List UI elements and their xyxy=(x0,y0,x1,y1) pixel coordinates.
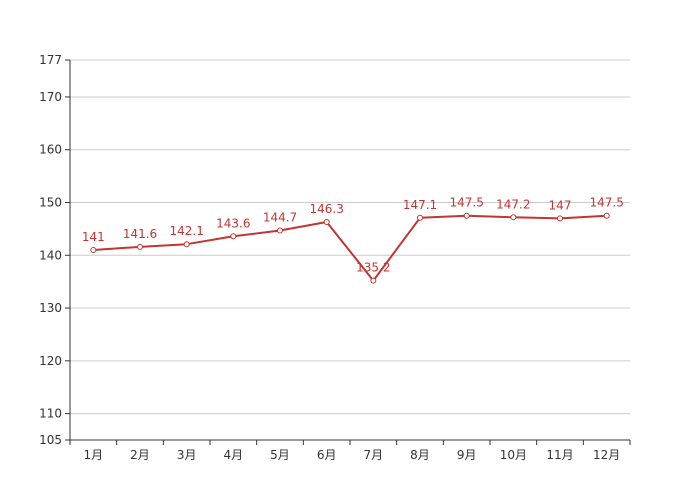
y-tick-label: 170 xyxy=(39,90,62,104)
y-tick-label: 160 xyxy=(39,143,62,157)
x-tick-label: 10月 xyxy=(500,448,527,462)
data-label: 144.7 xyxy=(263,210,297,224)
data-point xyxy=(510,214,517,221)
data-label: 147 xyxy=(549,198,572,212)
x-tick-label: 7月 xyxy=(364,448,384,462)
data-point xyxy=(277,227,283,234)
y-tick-label: 120 xyxy=(39,354,62,368)
y-tick-label: 140 xyxy=(39,248,62,262)
x-tick-label: 4月 xyxy=(224,448,244,462)
x-tick-label: 12月 xyxy=(593,448,620,462)
data-label: 143.6 xyxy=(216,216,250,230)
x-tick-label: 6月 xyxy=(317,448,337,462)
x-tick-label: 8月 xyxy=(410,448,430,462)
data-point xyxy=(603,212,610,219)
data-label: 141 xyxy=(82,230,105,244)
y-tick-label: 105 xyxy=(39,433,62,447)
data-point xyxy=(557,215,563,222)
data-label: 142.1 xyxy=(169,224,203,238)
data-label: 147.2 xyxy=(496,197,530,211)
data-label: 135.2 xyxy=(356,261,390,275)
data-label: 141.6 xyxy=(123,227,157,241)
data-point xyxy=(370,277,377,284)
data-point xyxy=(90,247,97,253)
data-point xyxy=(183,241,190,248)
x-tick-label: 11月 xyxy=(546,448,573,462)
data-label: 147.1 xyxy=(403,198,437,212)
x-tick-label: 9月 xyxy=(457,448,477,462)
y-tick-label: 177 xyxy=(39,53,62,67)
y-tick-label: 110 xyxy=(39,407,62,421)
series-line xyxy=(93,214,607,282)
x-tick-label: 1月 xyxy=(84,448,104,462)
data-point xyxy=(230,233,237,240)
x-tick-label: 3月 xyxy=(177,448,197,462)
data-label: 147.5 xyxy=(589,196,623,210)
data-point xyxy=(323,219,330,226)
data-label: 147.5 xyxy=(449,196,483,210)
y-tick-label: 150 xyxy=(39,196,62,210)
data-point xyxy=(463,212,470,219)
data-point xyxy=(137,243,143,250)
data-label: 146.3 xyxy=(309,202,343,216)
data-point xyxy=(417,214,423,221)
x-tick-label: 5月 xyxy=(270,448,290,462)
x-tick-label: 2月 xyxy=(130,448,150,462)
y-tick-label: 130 xyxy=(39,301,62,315)
